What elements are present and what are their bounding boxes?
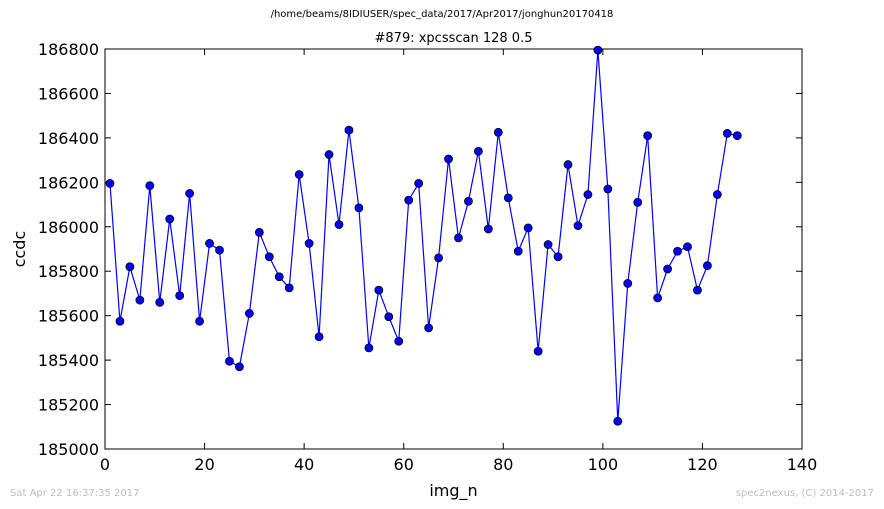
data-point [215, 245, 224, 255]
data-point [673, 246, 682, 256]
data-point [603, 184, 613, 194]
data-point [374, 285, 384, 295]
y-axis-label: ccdc [10, 231, 29, 268]
data-point [623, 279, 633, 288]
data-point [145, 181, 155, 191]
data-point [284, 283, 294, 293]
data-point [155, 297, 165, 307]
data-point [115, 316, 125, 326]
data-point [404, 195, 414, 205]
data-point [324, 150, 334, 159]
data-point [523, 223, 533, 233]
y-tick-label: 185800 [38, 262, 99, 281]
y-tick-label: 185600 [38, 307, 99, 326]
data-point [334, 220, 344, 229]
data-point [683, 242, 692, 252]
y-tick-label: 185000 [38, 440, 99, 459]
data-point [533, 346, 543, 356]
series-line [109, 50, 738, 422]
plot-frame [104, 48, 803, 450]
data-point [563, 160, 573, 169]
y-tick-label: 185200 [38, 396, 99, 415]
data-point [394, 336, 404, 346]
data-point [703, 261, 712, 271]
data-point [633, 197, 643, 207]
x-tick-label: 100 [588, 455, 619, 474]
data-point [712, 190, 722, 199]
data-point [493, 127, 503, 137]
y-tick-label: 186200 [38, 173, 99, 192]
data-point [185, 189, 195, 198]
chart-title: #879: xpcsscan 128 0.5 [375, 31, 533, 46]
data-point [304, 239, 314, 248]
data-point [384, 312, 394, 322]
x-tick-label: 120 [687, 455, 718, 474]
x-tick-label: 60 [394, 455, 414, 474]
data-point [354, 203, 364, 213]
data-point [613, 416, 623, 426]
x-tick-label: 20 [194, 455, 214, 474]
y-tick-label: 186000 [38, 218, 99, 237]
data-point [593, 45, 603, 55]
data-point [205, 239, 214, 248]
data-point [573, 221, 583, 231]
data-point [414, 179, 424, 188]
data-point [643, 131, 653, 141]
data-point [483, 224, 493, 234]
data-point [503, 193, 513, 203]
data-point [165, 214, 175, 224]
data-point [473, 146, 483, 156]
data-point [344, 125, 354, 135]
data-point [135, 295, 145, 305]
data-point [464, 196, 473, 206]
data-point [424, 323, 434, 333]
data-point [235, 362, 244, 372]
data-point [653, 293, 663, 303]
x-tick-label: 0 [100, 455, 110, 474]
data-point [314, 332, 324, 342]
y-tick-label: 186600 [38, 84, 99, 103]
data-point [663, 264, 672, 274]
y-tick-label: 186400 [38, 129, 99, 148]
x-tick-label: 40 [294, 455, 314, 474]
data-point [583, 190, 593, 199]
data-point [434, 253, 443, 263]
data-point [294, 170, 304, 179]
data-point [264, 252, 274, 262]
data-point [553, 252, 563, 262]
timestamp-label: Sat Apr 22 16:37:35 2017 [10, 488, 140, 499]
x-tick-label: 80 [493, 455, 513, 474]
y-tick-label: 185400 [38, 351, 99, 370]
data-point [105, 179, 115, 188]
y-tick-label: 186800 [38, 40, 99, 59]
data-point [125, 262, 135, 272]
data-point [225, 356, 234, 366]
credit-label: spec2nexus, (C) 2014-2017 [735, 488, 874, 499]
data-point [513, 246, 523, 256]
figure-supertitle: /home/beams/8IDIUSER/spec_data/2017/Apr2… [270, 9, 614, 20]
data-point [254, 227, 264, 237]
data-point [454, 233, 463, 243]
data-point [244, 309, 254, 318]
data-point [444, 154, 453, 164]
data-point [722, 129, 732, 138]
data-point [175, 291, 185, 301]
data-point [274, 272, 284, 282]
data-point [732, 131, 742, 141]
x-axis-label: img_n [429, 481, 477, 501]
data-point [195, 316, 204, 326]
data-point [364, 343, 374, 353]
data-point [693, 285, 702, 295]
x-tick-label: 140 [787, 455, 818, 474]
data-point [543, 240, 553, 249]
